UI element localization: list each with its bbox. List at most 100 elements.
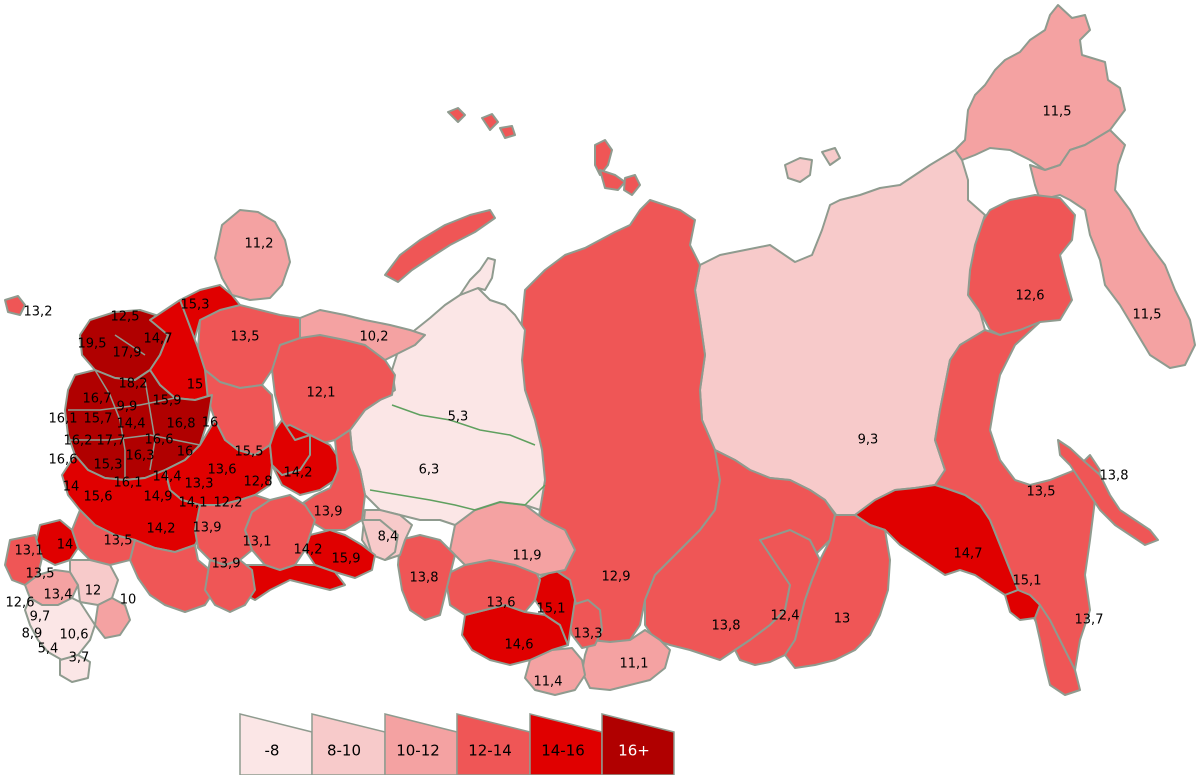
region-label: 15,1 (537, 602, 566, 617)
border-west-3 (70, 434, 201, 446)
region-label: 14,2 (147, 522, 176, 537)
legend-label-0: -8 (265, 742, 280, 760)
region-label: 14,4 (153, 470, 182, 485)
region-sakhalin (1057, 439, 1159, 546)
region-label: 13,3 (574, 627, 603, 642)
legend-item-0: -8 (239, 713, 313, 775)
region-label: 12,2 (214, 496, 243, 511)
region-kamchatka (1029, 129, 1196, 369)
region-label: 9,9 (117, 400, 138, 415)
legend-label-5: 16+ (618, 742, 650, 760)
region-franz-josef-2 (481, 113, 499, 131)
legend-label-4: 14-16 (541, 742, 585, 760)
legend-swatch-4 (529, 713, 603, 775)
region-label: 14,9 (144, 490, 173, 505)
legend-item-4: 14-16 (529, 713, 603, 775)
region-label: 13,6 (487, 596, 516, 611)
region-label: 16,2 (64, 434, 93, 449)
legend-swatch-2 (384, 713, 458, 775)
region-label: 11,4 (534, 675, 563, 690)
region-label: 11,5 (1043, 105, 1072, 120)
legend-item-3: 12-14 (456, 713, 531, 775)
legend-swatch-3 (456, 713, 531, 775)
region-label: 16,8 (167, 417, 196, 432)
border-west-5 (114, 334, 146, 356)
region-label: 3,7 (69, 651, 90, 666)
region-label: 16 (177, 445, 194, 460)
region-label: 15,3 (94, 458, 123, 473)
region-label: 19,5 (78, 337, 107, 352)
region-kemerovo (534, 569, 576, 646)
region-label: 16,3 (126, 449, 155, 464)
region-label: 5,3 (448, 410, 469, 425)
region-udmurtia (269, 419, 311, 476)
region-label: 15,7 (84, 412, 113, 427)
region-label: 10,6 (60, 628, 89, 643)
region-label: 12,6 (1016, 289, 1045, 304)
region-label: 14,6 (505, 638, 534, 653)
legend-item-5: 16+ (601, 713, 675, 775)
region-severnaya-zemlya (594, 139, 613, 176)
region-label: 12,5 (111, 310, 140, 325)
region-omsk (397, 534, 456, 621)
region-chelyabinsk (304, 529, 376, 579)
region-chukotka (954, 4, 1126, 171)
legend-item-1: 8-10 (311, 713, 386, 775)
region-label: 11,2 (245, 237, 274, 252)
region-label: 12,8 (244, 475, 273, 490)
region-murmansk (214, 209, 291, 301)
region-severnaya-zemlya-2 (599, 169, 626, 191)
legend-label-2: 10-12 (396, 742, 440, 760)
region-nenets (299, 309, 426, 361)
region-label: 16,6 (145, 433, 174, 448)
region-new-siberian-islands (784, 157, 813, 183)
region-label: 11,1 (620, 657, 649, 672)
region-label: 11,9 (513, 549, 542, 564)
region-label: 15,9 (153, 394, 182, 409)
region-label: 14,7 (144, 332, 173, 347)
region-label: 12,9 (602, 570, 631, 585)
region-label: 5,4 (38, 642, 59, 657)
region-label: 14,7 (954, 547, 983, 562)
region-astrakhan (204, 559, 256, 613)
region-label: 10,2 (360, 330, 389, 345)
region-label: 15,3 (181, 298, 210, 313)
region-label: 13,5 (1027, 485, 1056, 500)
region-label: 16,1 (49, 412, 78, 427)
region-sverdlovsk (299, 429, 366, 531)
region-north-caucasus (24, 597, 96, 661)
border-khmao-tyumen (369, 484, 546, 511)
region-label: 16,1 (114, 476, 143, 491)
legend-item-2: 10-12 (384, 713, 458, 775)
region-label: 14,1 (179, 496, 208, 511)
region-label: 14,2 (294, 543, 323, 558)
region-label: 17,7 (97, 434, 126, 449)
region-label: 16,7 (83, 392, 112, 407)
region-label: 18,2 (119, 377, 148, 392)
legend-label-1: 8-10 (327, 742, 361, 760)
region-label: 13,2 (24, 305, 53, 320)
region-label: 17,9 (113, 346, 142, 361)
legend-swatch-1 (311, 713, 386, 775)
region-label: 12 (85, 584, 102, 599)
border-yamal-khmao (391, 404, 536, 446)
region-label: 13,4 (44, 588, 73, 603)
border-west-4 (144, 379, 156, 471)
region-label: 15,5 (235, 445, 264, 460)
region-label: 13,8 (712, 619, 741, 634)
region-dagestan (94, 597, 131, 639)
region-label: 12,1 (307, 386, 336, 401)
region-label: 13 (834, 612, 851, 627)
region-label: 13,1 (15, 544, 44, 559)
region-label: 12,4 (771, 609, 800, 624)
region-label: 14,2 (284, 466, 313, 481)
region-label: 13,8 (1100, 469, 1129, 484)
border-west-2 (68, 397, 176, 411)
region-novaya-zemlya (384, 209, 496, 283)
region-new-siberian-islands-2 (821, 147, 841, 166)
region-label: 6,3 (419, 463, 440, 478)
region-label: 12,6 (6, 596, 35, 611)
region-altai-republic (524, 647, 586, 696)
